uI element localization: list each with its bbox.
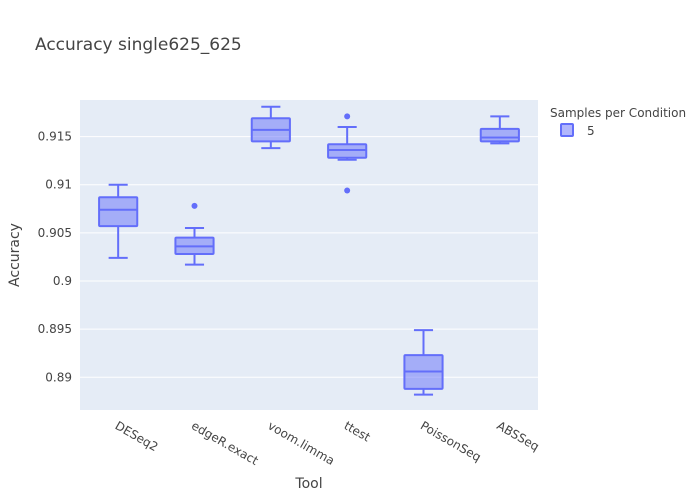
gridlines — [80, 136, 538, 378]
box-plots — [98, 105, 520, 396]
y-axis-title: Accuracy — [7, 223, 23, 287]
x-tick-label: ABSSeq — [494, 418, 541, 453]
legend-title: Samples per Condition — [550, 106, 686, 120]
y-tick-label: 0.915 — [38, 130, 72, 144]
outlier-point — [344, 187, 351, 194]
y-tick-label: 0.89 — [45, 370, 72, 384]
box-edger-exact — [174, 202, 215, 266]
outlier-point — [344, 113, 351, 120]
x-tick-label: DESeq2 — [113, 418, 161, 454]
chart-title: Accuracy single625_625 — [35, 35, 242, 55]
y-tick-label: 0.9 — [53, 274, 72, 288]
box-deseq2 — [98, 183, 139, 259]
box-voom-limma — [250, 105, 291, 150]
x-tick-label: PoissonSeq — [418, 418, 484, 464]
legend-item-label[interactable]: 5 — [587, 124, 595, 138]
x-tick-label: edgeR.exact — [189, 418, 261, 468]
box-poissonseq — [403, 329, 444, 396]
y-tick-label: 0.905 — [38, 226, 72, 240]
iqr-box — [479, 127, 520, 143]
x-tick-label: ttest — [342, 418, 373, 444]
legend[interactable]: Samples per Condition 5 — [550, 106, 686, 138]
y-tick-label: 0.91 — [45, 178, 72, 192]
legend-swatch[interactable] — [560, 123, 574, 137]
x-tick-label: voom.limma — [265, 418, 337, 467]
box-absseq — [479, 115, 520, 145]
y-tick-label: 0.895 — [38, 322, 72, 336]
plot-area — [80, 100, 538, 410]
y-axis-ticks: 0.89 0.895 0.9 0.905 0.91 0.915 — [38, 130, 72, 385]
iqr-box — [98, 196, 139, 228]
outlier-point — [191, 202, 198, 209]
box-ttest — [327, 113, 368, 194]
x-axis-title: Tool — [294, 476, 322, 492]
x-axis-ticks: DESeq2 edgeR.exact voom.limma ttest PoissonS… — [113, 418, 542, 468]
